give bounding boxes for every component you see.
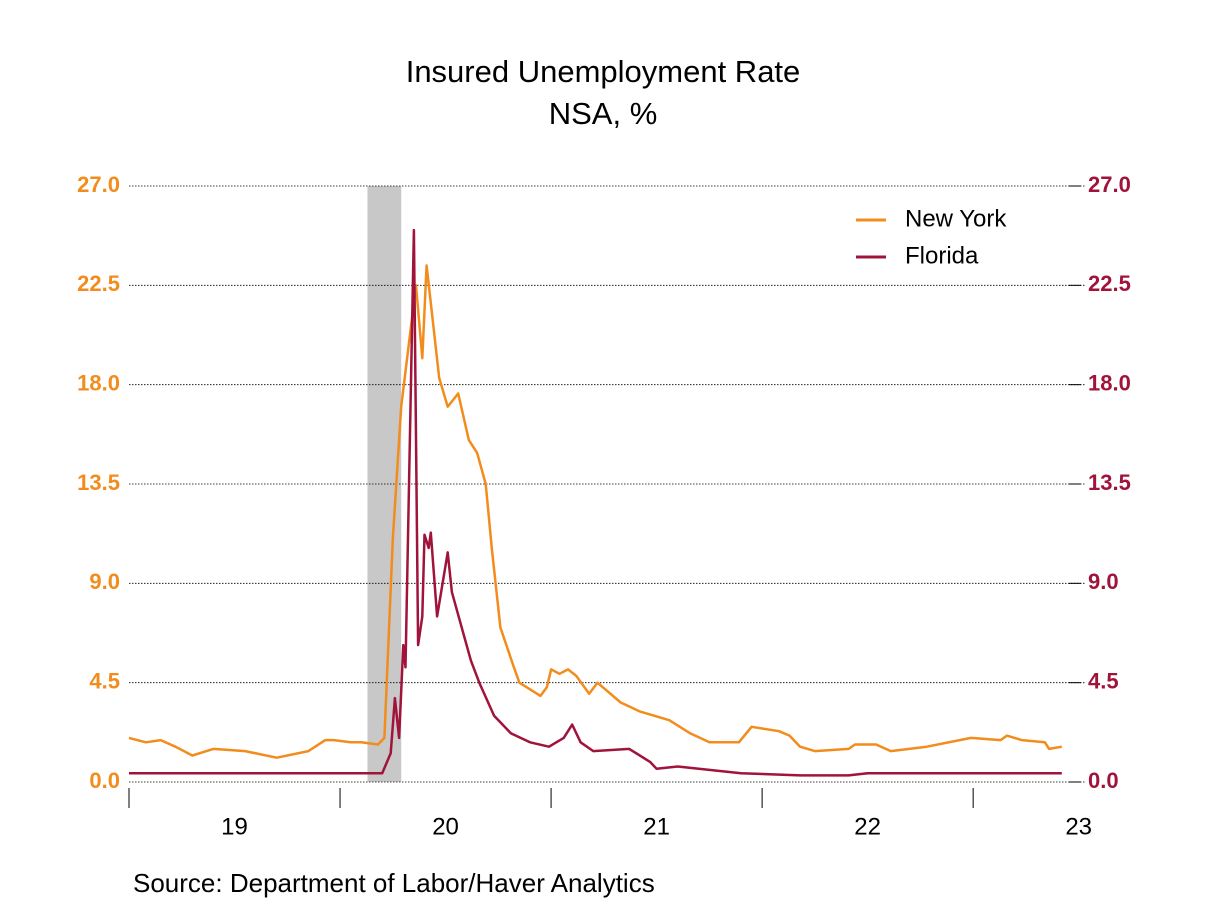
y2-tick-label: 13.5	[1088, 470, 1131, 495]
y2-tick-label: 4.5	[1088, 668, 1119, 693]
x-tick-label: 20	[432, 813, 459, 840]
x-tick-label: 22	[854, 813, 881, 840]
y2-tick-label: 22.5	[1088, 271, 1131, 296]
y-tick-label: 0.0	[89, 768, 120, 793]
y2-tick-label: 0.0	[1088, 768, 1119, 793]
x-tick-label: 23	[1065, 813, 1092, 840]
series-line	[128, 264, 1063, 759]
series-line	[129, 228, 1062, 777]
legend-label: Florida	[905, 242, 979, 269]
x-tick-label: 21	[643, 813, 670, 840]
y-tick-label: 13.5	[77, 470, 120, 495]
chart-title: Insured Unemployment Rate	[406, 54, 801, 89]
legend-label: New York	[905, 205, 1007, 232]
y-tick-label: 9.0	[89, 569, 120, 594]
y2-tick-label: 9.0	[1088, 569, 1119, 594]
y-tick-label: 27.0	[77, 172, 120, 197]
y-tick-label: 22.5	[77, 271, 120, 296]
chart-subtitle: NSA, %	[549, 96, 658, 131]
y-tick-label: 18.0	[77, 370, 120, 395]
x-tick-label: 19	[221, 813, 248, 840]
y-tick-label: 4.5	[89, 668, 120, 693]
source-note: Source: Department of Labor/Haver Analyt…	[133, 868, 655, 898]
y2-tick-label: 18.0	[1088, 370, 1131, 395]
y2-tick-label: 27.0	[1088, 172, 1131, 197]
